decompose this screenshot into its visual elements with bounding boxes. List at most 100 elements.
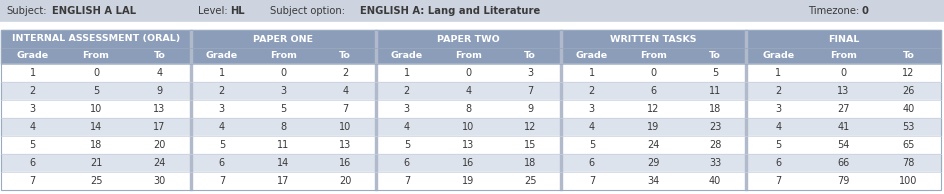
Text: 33: 33 — [709, 158, 721, 168]
Text: 7: 7 — [219, 176, 225, 186]
Text: 20: 20 — [153, 140, 165, 150]
Text: 26: 26 — [902, 86, 915, 96]
Text: 8: 8 — [280, 122, 287, 132]
Text: 16: 16 — [463, 158, 475, 168]
Text: Grade: Grade — [391, 51, 423, 61]
Text: 12: 12 — [648, 104, 660, 114]
Text: 4: 4 — [404, 122, 410, 132]
Text: From: From — [830, 51, 857, 61]
Text: 65: 65 — [902, 140, 915, 150]
Bar — [1, 154, 941, 172]
Text: To: To — [902, 51, 915, 61]
Text: 1: 1 — [775, 68, 782, 78]
Text: From: From — [640, 51, 667, 61]
Text: PAPER ONE: PAPER ONE — [253, 35, 313, 43]
Text: 6: 6 — [775, 158, 782, 168]
Text: 14: 14 — [278, 158, 290, 168]
Text: From: From — [455, 51, 482, 61]
Text: Subject:: Subject: — [6, 6, 46, 16]
Text: 23: 23 — [709, 122, 721, 132]
Bar — [0, 0, 944, 22]
Text: 17: 17 — [153, 122, 165, 132]
Text: 13: 13 — [153, 104, 165, 114]
Text: 0: 0 — [93, 68, 99, 78]
Text: 5: 5 — [219, 140, 225, 150]
Text: 1: 1 — [219, 68, 225, 78]
Text: INTERNAL ASSESSMENT (ORAL): INTERNAL ASSESSMENT (ORAL) — [12, 35, 180, 43]
Text: 0: 0 — [840, 68, 847, 78]
Text: 10: 10 — [463, 122, 475, 132]
Text: 7: 7 — [29, 176, 36, 186]
Text: 12: 12 — [902, 68, 915, 78]
Bar — [1, 48, 941, 64]
Text: 4: 4 — [342, 86, 348, 96]
Text: 4: 4 — [157, 68, 162, 78]
Text: 7: 7 — [527, 86, 533, 96]
Bar — [1, 118, 941, 136]
Text: 8: 8 — [465, 104, 472, 114]
Text: 18: 18 — [709, 104, 721, 114]
Text: 5: 5 — [93, 86, 99, 96]
Text: 13: 13 — [837, 86, 850, 96]
Text: 6: 6 — [589, 158, 595, 168]
Text: 15: 15 — [524, 140, 536, 150]
Text: 3: 3 — [29, 104, 36, 114]
Text: 10: 10 — [339, 122, 351, 132]
Text: 5: 5 — [280, 104, 287, 114]
Bar — [1, 30, 941, 190]
Text: 2: 2 — [29, 86, 36, 96]
Text: 4: 4 — [465, 86, 472, 96]
Text: 5: 5 — [775, 140, 782, 150]
Text: 7: 7 — [342, 104, 348, 114]
Text: 78: 78 — [902, 158, 915, 168]
Bar — [560, 30, 562, 190]
Text: Grade: Grade — [576, 51, 608, 61]
Text: Level:: Level: — [198, 6, 228, 16]
Text: 4: 4 — [589, 122, 595, 132]
Text: 9: 9 — [527, 104, 533, 114]
Text: 5: 5 — [589, 140, 595, 150]
Text: 30: 30 — [153, 176, 165, 186]
Text: 29: 29 — [648, 158, 660, 168]
Text: 100: 100 — [900, 176, 918, 186]
Text: 5: 5 — [404, 140, 410, 150]
Text: 34: 34 — [648, 176, 660, 186]
Text: 5: 5 — [712, 68, 718, 78]
Text: 11: 11 — [709, 86, 721, 96]
Text: 21: 21 — [90, 158, 102, 168]
Text: From: From — [270, 51, 297, 61]
Text: 4: 4 — [29, 122, 36, 132]
Bar — [1, 82, 941, 100]
Text: To: To — [524, 51, 536, 61]
Text: 19: 19 — [463, 176, 475, 186]
Text: 1: 1 — [404, 68, 410, 78]
Bar — [745, 30, 747, 190]
Text: 3: 3 — [404, 104, 410, 114]
Text: 53: 53 — [902, 122, 915, 132]
Text: 24: 24 — [648, 140, 660, 150]
Text: 7: 7 — [775, 176, 782, 186]
Text: 0: 0 — [280, 68, 287, 78]
Text: 3: 3 — [589, 104, 595, 114]
Text: 19: 19 — [648, 122, 660, 132]
Text: 6: 6 — [29, 158, 36, 168]
Text: 12: 12 — [524, 122, 536, 132]
Text: 25: 25 — [524, 176, 536, 186]
Text: 2: 2 — [775, 86, 782, 96]
Text: 5: 5 — [29, 140, 36, 150]
Text: 66: 66 — [837, 158, 850, 168]
Text: 13: 13 — [339, 140, 351, 150]
Bar — [190, 30, 192, 190]
Text: WRITTEN TASKS: WRITTEN TASKS — [610, 35, 697, 43]
Text: To: To — [153, 51, 165, 61]
Text: Grade: Grade — [206, 51, 238, 61]
Text: 0: 0 — [650, 68, 657, 78]
Text: 2: 2 — [342, 68, 348, 78]
Text: 40: 40 — [709, 176, 721, 186]
Bar — [1, 64, 941, 82]
Text: 0: 0 — [862, 6, 868, 16]
Text: Timezone:: Timezone: — [808, 6, 859, 16]
Bar — [0, 22, 944, 30]
Bar — [1, 136, 941, 154]
Text: 7: 7 — [589, 176, 595, 186]
